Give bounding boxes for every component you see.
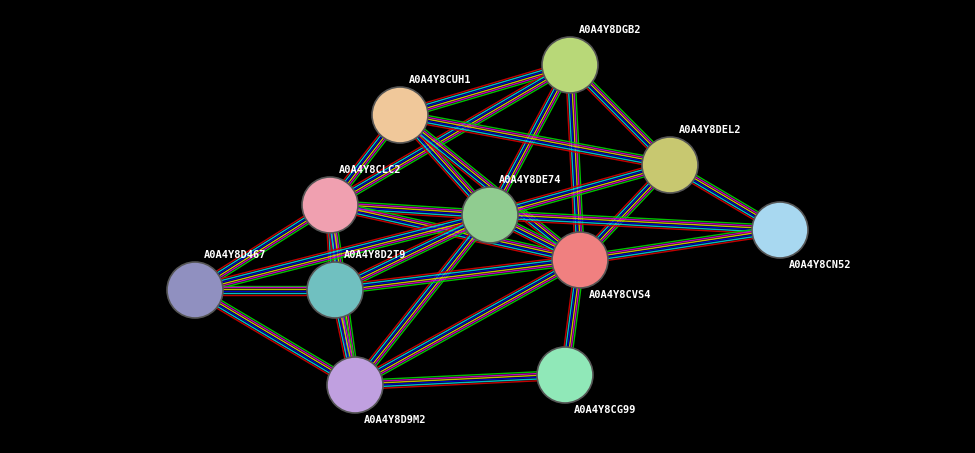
Ellipse shape (372, 87, 428, 143)
Ellipse shape (167, 262, 223, 318)
Ellipse shape (542, 37, 598, 93)
Ellipse shape (327, 357, 383, 413)
Text: A0A4Y8D2T9: A0A4Y8D2T9 (343, 250, 406, 260)
Ellipse shape (302, 177, 358, 233)
Text: A0A4Y8CVS4: A0A4Y8CVS4 (588, 290, 651, 300)
Text: A0A4Y8D9M2: A0A4Y8D9M2 (364, 415, 426, 425)
Text: A0A4Y8DE74: A0A4Y8DE74 (498, 175, 561, 185)
Text: A0A4Y8CG99: A0A4Y8CG99 (573, 405, 636, 415)
Ellipse shape (642, 137, 698, 193)
Text: A0A4Y8CLC2: A0A4Y8CLC2 (338, 165, 401, 175)
Ellipse shape (752, 202, 808, 258)
Text: A0A4Y8CUH1: A0A4Y8CUH1 (409, 75, 471, 85)
Text: A0A4Y8CN52: A0A4Y8CN52 (789, 260, 851, 270)
Ellipse shape (307, 262, 363, 318)
Ellipse shape (462, 187, 518, 243)
Text: A0A4Y8D467: A0A4Y8D467 (204, 250, 266, 260)
Text: A0A4Y8DGB2: A0A4Y8DGB2 (578, 25, 641, 35)
Ellipse shape (537, 347, 593, 403)
Ellipse shape (552, 232, 608, 288)
Text: A0A4Y8DEL2: A0A4Y8DEL2 (679, 125, 741, 135)
